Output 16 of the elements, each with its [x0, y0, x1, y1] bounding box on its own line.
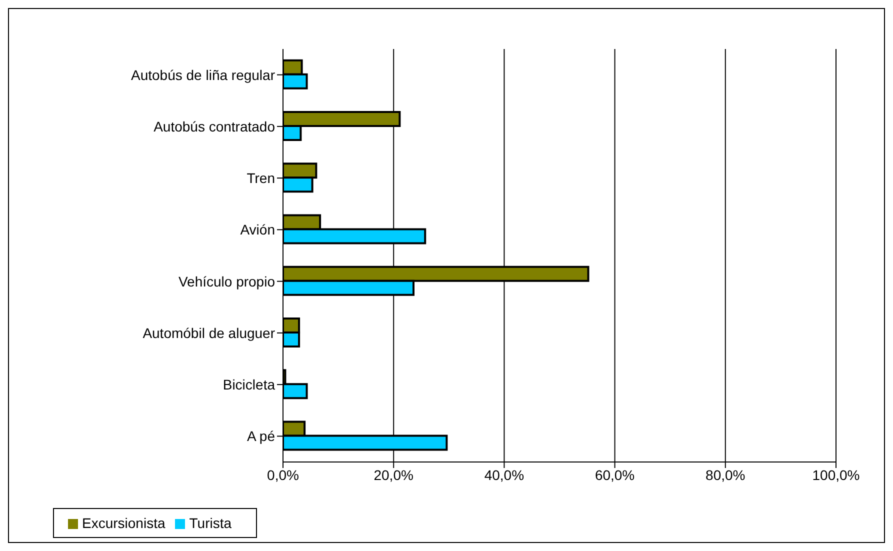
y-tick-label: Autobús de liña regular: [131, 66, 276, 83]
y-tick-label: Vehículo propio: [178, 273, 276, 290]
y-tick-label: Bicicleta: [222, 376, 276, 393]
y-tick-label: Autobús contratado: [154, 118, 276, 134]
x-tick-label: 100,0%: [812, 466, 860, 483]
legend-label: Turista: [189, 515, 232, 531]
y-tick-label: Automóbil de aluguer: [142, 324, 276, 341]
x-tick-label: 20,0%: [374, 466, 414, 483]
y-tick-label: A pé: [246, 428, 276, 444]
y-tick-label: Avión: [240, 222, 275, 238]
x-tick-label: 60,0%: [594, 466, 635, 483]
x-tick-label: 80,0%: [706, 466, 746, 483]
x-tick-label: 40,0%: [484, 466, 524, 483]
legend-label: Excursionista: [82, 515, 166, 531]
y-tick-label: Tren: [246, 170, 275, 186]
x-tick-label: 0,0%: [267, 466, 299, 483]
